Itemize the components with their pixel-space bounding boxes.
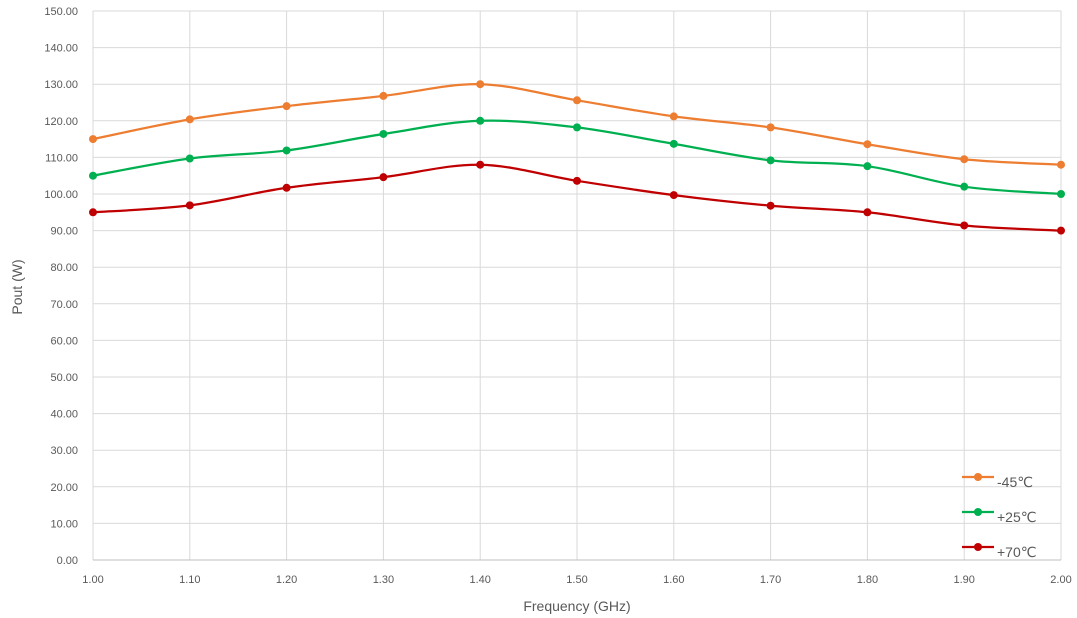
y-tick-label: 40.00 (50, 409, 78, 421)
legend-item: +25℃ (962, 508, 1036, 525)
y-tick-label: 60.00 (50, 335, 78, 347)
data-point (766, 123, 775, 132)
data-point (1057, 226, 1065, 235)
data-point (476, 160, 485, 169)
data-point (379, 173, 388, 182)
legend-item: -45℃ (962, 473, 1033, 490)
series-2 (89, 116, 1065, 198)
x-tick-label: 1.70 (760, 574, 781, 586)
y-axis-title: Pout (W) (9, 259, 25, 314)
axis-layer: 0.00 10.00 20.00 30.00 40.00 50.00 60.00 70.00 8… (44, 6, 1071, 586)
data-point (282, 183, 291, 192)
data-point (89, 208, 97, 217)
data-point (960, 155, 969, 164)
y-tick-label: 150.00 (44, 6, 78, 18)
y-tick-label: 70.00 (50, 299, 78, 311)
data-point (89, 135, 97, 144)
y-tick-label: 130.00 (44, 79, 78, 91)
x-tick-label: 1.20 (276, 574, 297, 586)
data-point (476, 80, 485, 89)
y-tick-label: 10.00 (50, 518, 78, 530)
data-point (1057, 160, 1065, 169)
y-tick-label: 100.00 (44, 189, 78, 201)
legend-label: +70℃ (997, 544, 1036, 560)
legend-label: -45℃ (997, 474, 1033, 490)
data-point (89, 171, 97, 180)
data-point (669, 139, 678, 148)
x-tick-label: 1.30 (373, 574, 394, 586)
x-tick-label: 1.10 (179, 574, 200, 586)
series-layer (89, 80, 1065, 235)
data-point (379, 91, 388, 100)
x-tick-label: 1.60 (663, 574, 684, 586)
y-tick-label: 0.00 (57, 555, 78, 567)
legend: -45℃ +25℃ +70℃ (962, 473, 1036, 560)
x-tick-label: 1.00 (82, 574, 103, 586)
y-tick-label: 140.00 (44, 43, 78, 55)
data-point (282, 102, 291, 111)
y-tick-label: 120.00 (44, 116, 78, 128)
data-point (379, 129, 388, 138)
data-point (766, 156, 775, 165)
y-tick-label: 90.00 (50, 226, 78, 238)
data-point (573, 176, 581, 185)
legend-marker (974, 508, 982, 516)
data-point (669, 112, 678, 121)
data-point (282, 146, 291, 155)
y-tick-label: 50.00 (50, 372, 78, 384)
series-3 (89, 160, 1065, 235)
data-point (573, 96, 581, 105)
data-point (766, 201, 775, 210)
x-axis-title: Frequency (GHz) (523, 598, 630, 614)
y-tick-label: 110.00 (45, 152, 78, 164)
data-point (185, 201, 194, 210)
grid-layer (92, 10, 1062, 560)
legend-marker (974, 473, 982, 481)
data-point (476, 116, 485, 125)
data-point (669, 191, 678, 200)
data-point (185, 115, 194, 124)
x-tick-label: 1.90 (953, 574, 974, 586)
data-point (863, 208, 872, 217)
data-point (960, 221, 969, 230)
y-tick-label: 20.00 (50, 482, 78, 494)
data-point (1057, 190, 1065, 198)
x-tick-label: 1.50 (566, 574, 587, 586)
data-point (863, 162, 872, 171)
x-tick-label: 1.40 (469, 574, 490, 586)
legend-label: +25℃ (997, 509, 1036, 525)
legend-marker (974, 543, 982, 551)
data-point (185, 154, 194, 163)
data-point (573, 123, 581, 132)
y-tick-label: 80.00 (50, 262, 78, 274)
data-point (863, 140, 872, 149)
x-tick-label: 1.80 (857, 574, 878, 586)
data-point (960, 182, 969, 191)
series-1 (89, 80, 1065, 169)
y-tick-label: 30.00 (50, 445, 78, 457)
legend-item: +70℃ (962, 543, 1036, 560)
x-tick-label: 2.00 (1050, 574, 1071, 586)
